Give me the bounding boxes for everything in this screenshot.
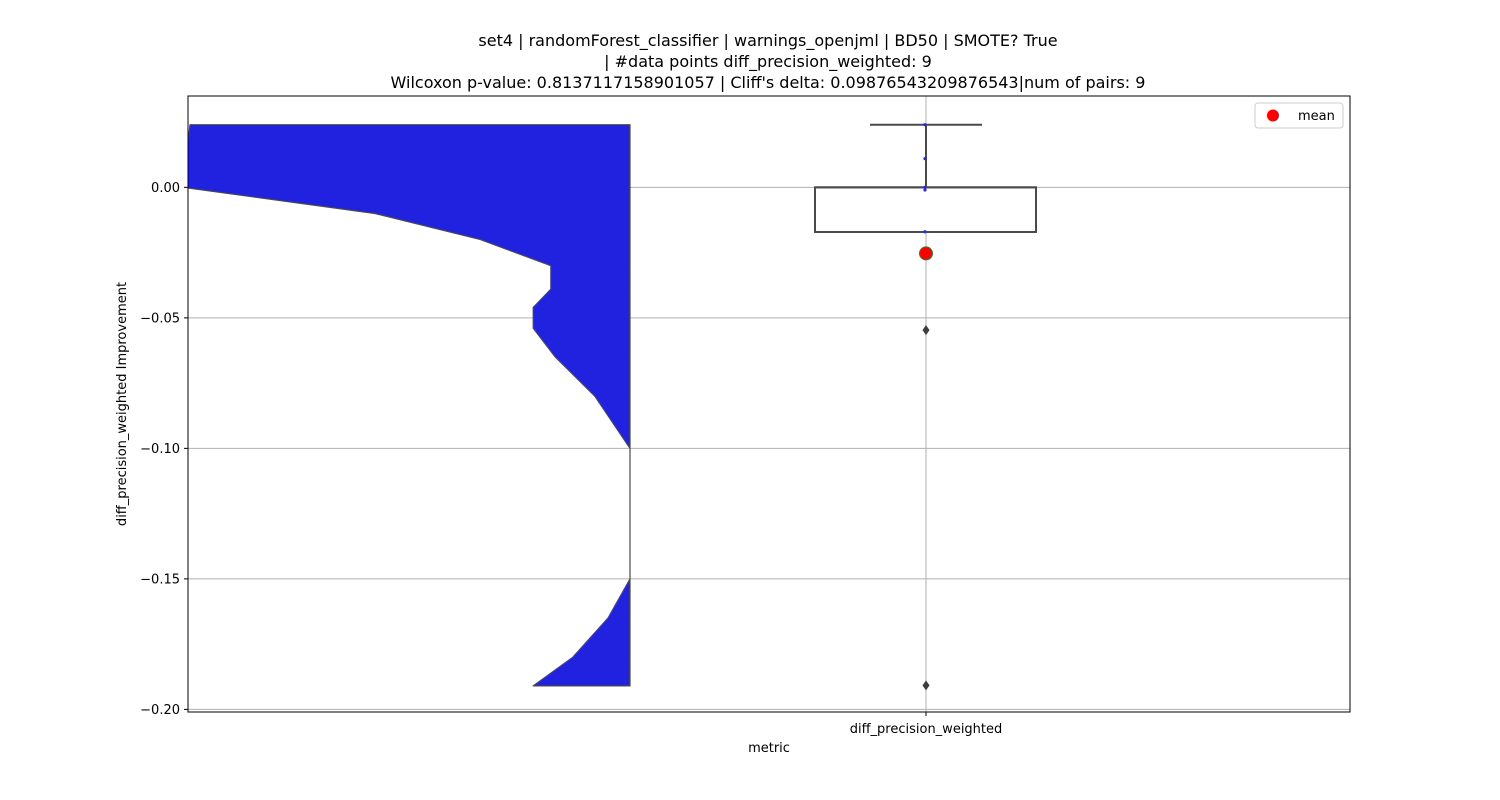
chart-title-line-2: | #data points diff_precision_weighted: … [604, 52, 932, 72]
mean-marker [919, 246, 933, 261]
violin [188, 124, 631, 687]
y-axis: 0.00 −0.05 −0.10 −0.15 −0.20 [140, 181, 188, 718]
data-point [923, 157, 927, 161]
chart-title-line-3: Wilcoxon p-value: 0.8137117158901057 | C… [391, 73, 1146, 92]
x-tick-label: diff_precision_weighted [850, 722, 1003, 737]
x-axis-label: metric [748, 741, 790, 756]
y-tick-label: 0.00 [151, 181, 180, 196]
y-axis-label: diff_precision_weighted Improvement [115, 282, 130, 526]
legend-mean-label: mean [1298, 109, 1335, 124]
y-tick-label: −0.05 [140, 311, 180, 326]
data-points [919, 123, 933, 261]
data-point [923, 185, 927, 189]
box-outlier [922, 325, 930, 336]
y-tick-label: −0.20 [140, 703, 180, 718]
violin-body [188, 124, 631, 687]
chart-title-line-1: set4 | randomForest_classifier | warning… [478, 31, 1057, 51]
box-iqr [814, 186, 1037, 233]
data-point [923, 123, 927, 127]
data-point [923, 230, 927, 234]
plot-border [187, 95, 1351, 713]
legend-box [1254, 102, 1344, 129]
legend-mean-marker [1267, 109, 1279, 122]
box-outlier [922, 680, 930, 691]
legend: mean [1254, 102, 1344, 129]
data-point [923, 188, 927, 192]
y-tick-label: −0.15 [140, 572, 180, 587]
y-tick-label: −0.10 [140, 442, 180, 457]
